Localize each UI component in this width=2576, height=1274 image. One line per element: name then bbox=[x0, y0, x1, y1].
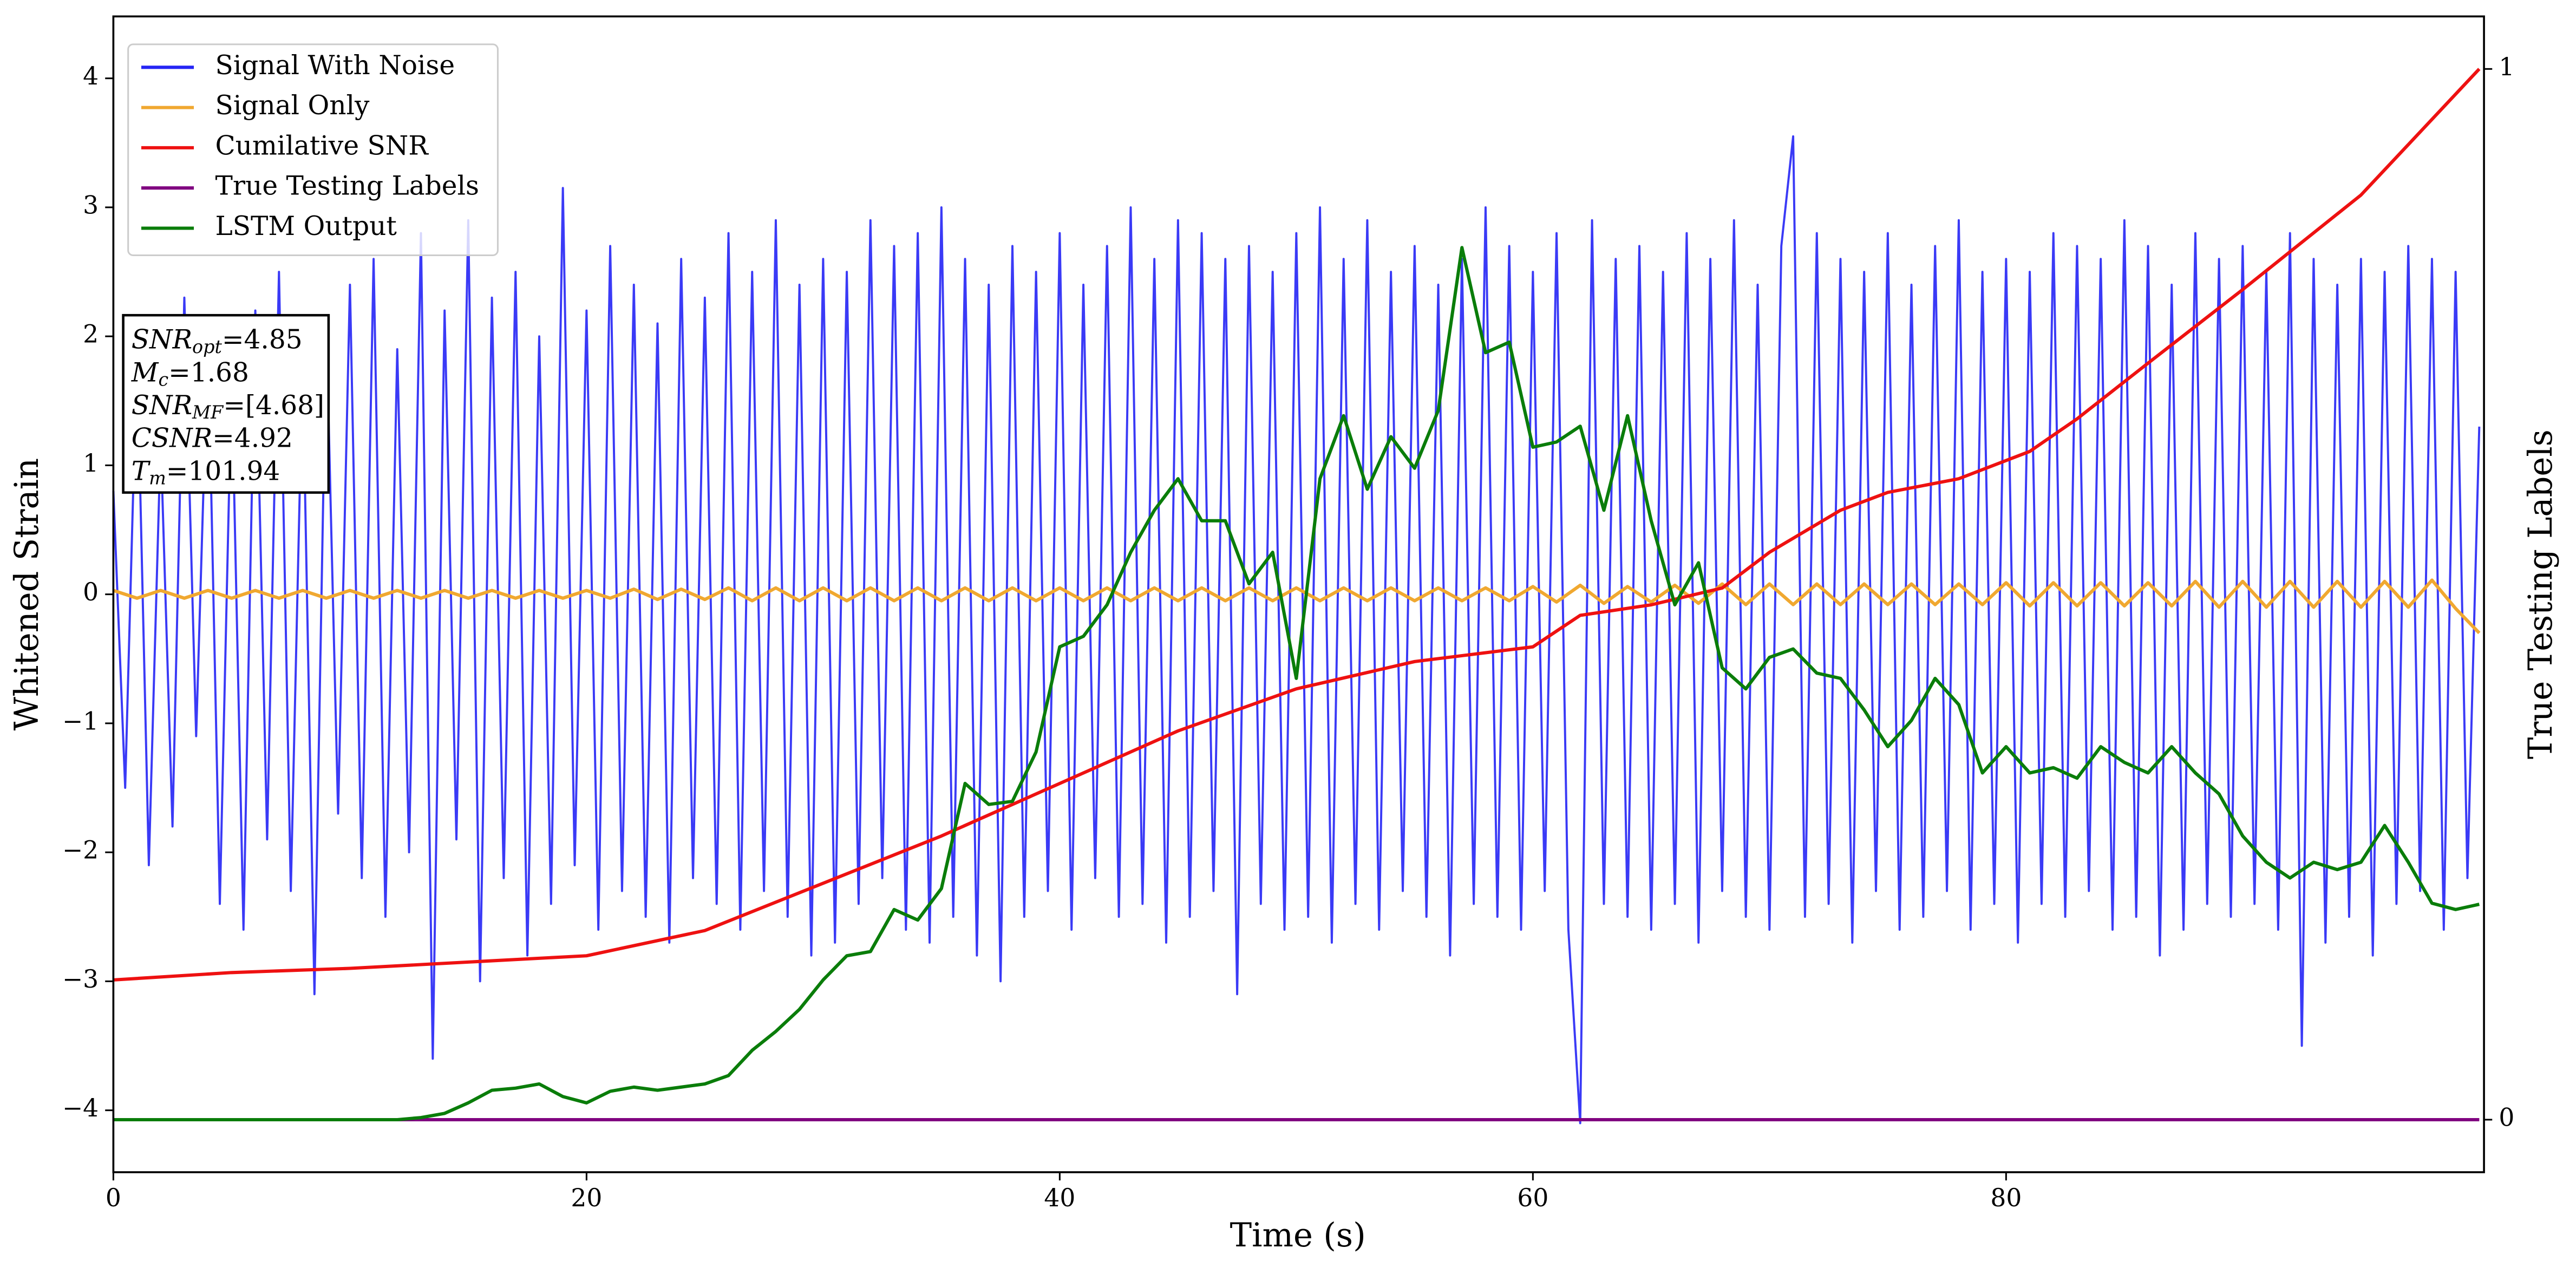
y-tick-label: 1 bbox=[83, 449, 99, 478]
annotation-name: SNR bbox=[132, 390, 192, 421]
y-tick-label: 0 bbox=[83, 578, 99, 606]
annotation-name: SNR bbox=[132, 324, 192, 355]
legend-label: Signal Only bbox=[215, 90, 370, 121]
series-line bbox=[113, 68, 2481, 982]
legend-label: LSTM Output bbox=[215, 211, 397, 241]
legend-label: Signal With Noise bbox=[215, 50, 455, 81]
y-tick-label: 4 bbox=[83, 62, 99, 90]
series-line bbox=[113, 246, 2480, 1122]
legend-label: Cumilative SNR bbox=[215, 130, 429, 161]
x-tick-label: 0 bbox=[106, 1184, 121, 1212]
y2-tick-label: 1 bbox=[2499, 53, 2514, 81]
y-tick-label: 3 bbox=[83, 191, 99, 219]
annotation-text: =1.68 bbox=[168, 357, 249, 388]
x-tick-label: 40 bbox=[1044, 1184, 1075, 1212]
x-tick-label: 20 bbox=[571, 1184, 602, 1212]
annotation-line: CSNR=4.92 bbox=[132, 423, 293, 453]
annotation-name: M bbox=[131, 357, 159, 388]
series-line bbox=[112, 135, 2481, 1125]
annotation-sub: MF bbox=[192, 402, 224, 423]
y2-axis-label: True Testing Labels bbox=[2522, 429, 2560, 759]
annotation-sub: c bbox=[158, 369, 168, 390]
annotation-name: T bbox=[132, 456, 151, 486]
annotation-sub: opt bbox=[192, 336, 222, 357]
annotation-text: =[4.68] bbox=[223, 390, 324, 421]
y-axis-label: Whitened Strain bbox=[8, 458, 46, 731]
legend-box bbox=[127, 43, 499, 257]
annotation-line: SNRMF=[4.68] bbox=[132, 390, 324, 423]
y-tick-label: −2 bbox=[62, 836, 99, 865]
y-tick-label: −3 bbox=[62, 965, 99, 994]
annotation-line: Tm=101.94 bbox=[132, 456, 280, 489]
annotation-line: SNRopt=4.85 bbox=[132, 324, 303, 357]
y-tick-label: −4 bbox=[62, 1094, 99, 1122]
x-tick-label: 80 bbox=[1990, 1184, 2022, 1212]
annotation-text: =4.85 bbox=[222, 324, 303, 355]
plot-area bbox=[112, 68, 2481, 1125]
annotation-text: =4.92 bbox=[212, 423, 293, 453]
annotation-name: CSNR bbox=[132, 423, 212, 453]
annotation-box bbox=[122, 313, 330, 494]
x-tick-label: 60 bbox=[1517, 1184, 1548, 1212]
y2-tick-label: 0 bbox=[2499, 1103, 2514, 1132]
x-axis-label: Time (s) bbox=[1230, 1217, 1366, 1255]
y-tick-label: −1 bbox=[62, 707, 99, 735]
annotation-sub: m bbox=[149, 467, 166, 488]
legend-label: True Testing Labels bbox=[215, 171, 479, 201]
annotation-text: =101.94 bbox=[166, 456, 280, 486]
series-line bbox=[113, 578, 2481, 635]
annotation-line: Mc=1.68 bbox=[131, 357, 249, 390]
y-tick-label: 2 bbox=[83, 320, 99, 349]
